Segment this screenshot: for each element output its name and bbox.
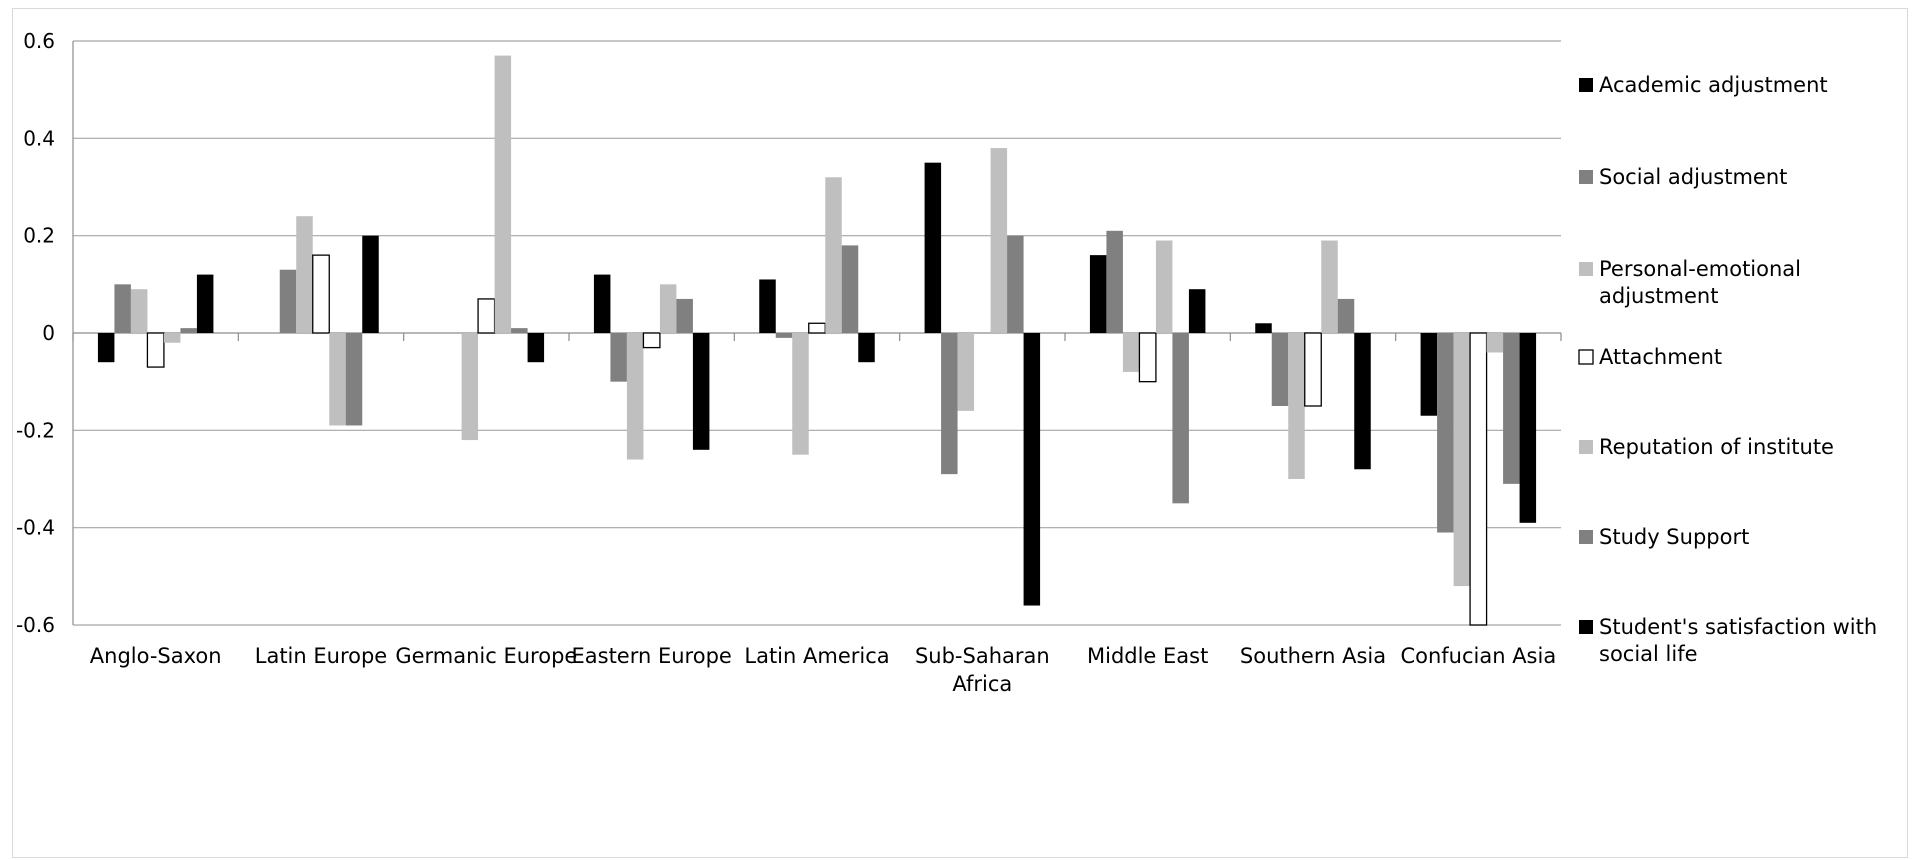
x-category-label: Germanic Europe [395,644,577,668]
x-category-label: Anglo-Saxon [90,644,222,668]
bar-social-adjustment-middle-east [1106,230,1123,333]
bar-student-s-satisfaction-with-social-life-confucian-asia [1519,333,1537,523]
bar-student-s-satisfaction-with-social-life-middle-east [1188,289,1206,333]
legend-swatch [1579,78,1593,92]
x-category-label: Confucian Asia [1400,644,1556,668]
legend-label: Student's satisfaction with social life [1599,615,1877,666]
legend-swatch [1579,262,1593,276]
bar-attachment-middle-east [1138,332,1157,383]
bar-social-adjustment-anglo-saxon [114,284,131,333]
bar-social-adjustment-latin-america [775,333,793,338]
bar-reputation-of-institute-middle-east [1155,240,1173,333]
bar-academic-adjustment-middle-east [1089,255,1107,333]
legend: Academic adjustment Social adjustment Pers… [1578,73,1877,666]
x-category-label: Sub-Saharan Africa [915,644,1050,696]
bar-reputation-of-institute-sub-saharan-africa [990,148,1008,333]
bar-social-adjustment-confucian-asia [1437,333,1454,533]
bar-attachment-latin-europe [312,254,330,334]
bar-social-adjustment-eastern-europe [610,333,627,382]
bar-study-support-eastern-europe [676,298,693,333]
bar-attachment-eastern-europe [642,332,661,349]
legend-label: Reputation of institute [1599,435,1834,459]
legend-swatch [1579,170,1593,184]
legend-label: Social adjustment [1599,165,1787,189]
bar-study-support-confucian-asia [1503,333,1520,484]
bar-attachment-latin-america [808,322,826,334]
bar-academic-adjustment-sub-saharan-africa [924,162,942,333]
x-category-label: Latin Europe [255,644,387,668]
y-tick-label: -0.2 [16,418,55,442]
legend-swatch [1578,349,1594,365]
x-category-labels: Anglo-Saxon Latin Europe Germanic EuropeEa… [90,644,1556,696]
bar-study-support-latin-europe [345,333,363,426]
bar-personal-emotional-adjustment-sub-saharan-africa [957,333,975,411]
chart-svg: -0.6 -0.4 -0.2 0 0.2 0.4 0.6 Anglo-Saxon Latin … [16,29,1877,696]
bar-academic-adjustment-southern-asia [1255,323,1272,333]
bar-reputation-of-institute-germanic-europe [494,55,512,333]
legend-label: Attachment [1599,345,1722,369]
bars [97,55,1537,626]
x-category-label: Latin America [744,644,889,668]
legend-swatch [1579,530,1593,544]
bar-reputation-of-institute-latin-america [825,177,842,333]
bar-attachment-anglo-saxon [146,332,165,368]
y-tick-labels: -0.6 -0.4 -0.2 0 0.2 0.4 0.6 [16,29,55,637]
bar-personal-emotional-adjustment-confucian-asia [1453,333,1471,587]
y-tick-label: 0.4 [23,126,55,150]
bar-student-s-satisfaction-with-social-life-southern-asia [1354,333,1371,470]
axes [72,41,1562,625]
bar-student-s-satisfaction-with-social-life-latin-europe [362,235,379,333]
bar-personal-emotional-adjustment-southern-asia [1288,333,1305,479]
bar-study-support-anglo-saxon [180,328,197,333]
bar-academic-adjustment-eastern-europe [593,274,611,333]
bar-reputation-of-institute-anglo-saxon [163,333,181,343]
bar-study-support-sub-saharan-africa [1007,235,1024,333]
bar-personal-emotional-adjustment-middle-east [1122,333,1140,372]
bar-academic-adjustment-latin-america [759,279,776,333]
bar-attachment-southern-asia [1304,332,1322,407]
bar-student-s-satisfaction-with-social-life-germanic-europe [527,333,545,363]
legend-label: Study Support [1599,525,1749,549]
bar-reputation-of-institute-eastern-europe [659,284,677,333]
y-tick-label: -0.6 [16,613,55,637]
y-tick-label: 0.6 [23,29,55,53]
bar-reputation-of-institute-latin-europe [329,333,346,426]
bar-attachment-confucian-asia [1469,332,1488,626]
bar-student-s-satisfaction-with-social-life-sub-saharan-africa [1023,333,1041,606]
bar-study-support-latin-america [841,245,859,333]
bar-personal-emotional-adjustment-latin-europe [296,216,313,333]
bar-study-support-southern-asia [1337,298,1355,333]
legend-label: Personal-emotional adjustment [1599,257,1801,308]
bar-social-adjustment-sub-saharan-africa [941,333,958,475]
x-category-label: Middle East [1087,644,1208,668]
bar-study-support-middle-east [1172,333,1189,504]
y-tick-label: 0 [42,321,55,345]
bar-reputation-of-institute-confucian-asia [1486,333,1504,353]
chart-frame: -0.6 -0.4 -0.2 0 0.2 0.4 0.6 Anglo-Saxon Latin … [12,8,1908,858]
bar-student-s-satisfaction-with-social-life-latin-america [858,333,875,363]
bar-social-adjustment-southern-asia [1271,333,1289,406]
bar-personal-emotional-adjustment-eastern-europe [626,333,644,460]
legend-swatch [1579,620,1593,634]
bar-student-s-satisfaction-with-social-life-eastern-europe [692,333,710,450]
y-tick-label: -0.4 [16,516,55,540]
bar-personal-emotional-adjustment-germanic-europe [461,333,479,441]
x-category-label: Southern Asia [1240,644,1386,668]
x-category-label: Eastern Europe [571,644,731,668]
bar-social-adjustment-latin-europe [279,269,297,333]
legend-swatch [1579,440,1593,454]
legend-label: Academic adjustment [1599,73,1828,97]
bar-personal-emotional-adjustment-latin-america [792,333,809,455]
bar-academic-adjustment-confucian-asia [1420,333,1438,416]
bar-academic-adjustment-anglo-saxon [97,333,115,363]
bar-attachment-germanic-europe [477,298,496,334]
bar-study-support-germanic-europe [511,328,528,333]
y-tick-label: 0.2 [23,224,55,248]
bar-personal-emotional-adjustment-anglo-saxon [130,289,148,333]
bar-reputation-of-institute-southern-asia [1321,240,1338,333]
bar-student-s-satisfaction-with-social-life-anglo-saxon [196,274,214,333]
